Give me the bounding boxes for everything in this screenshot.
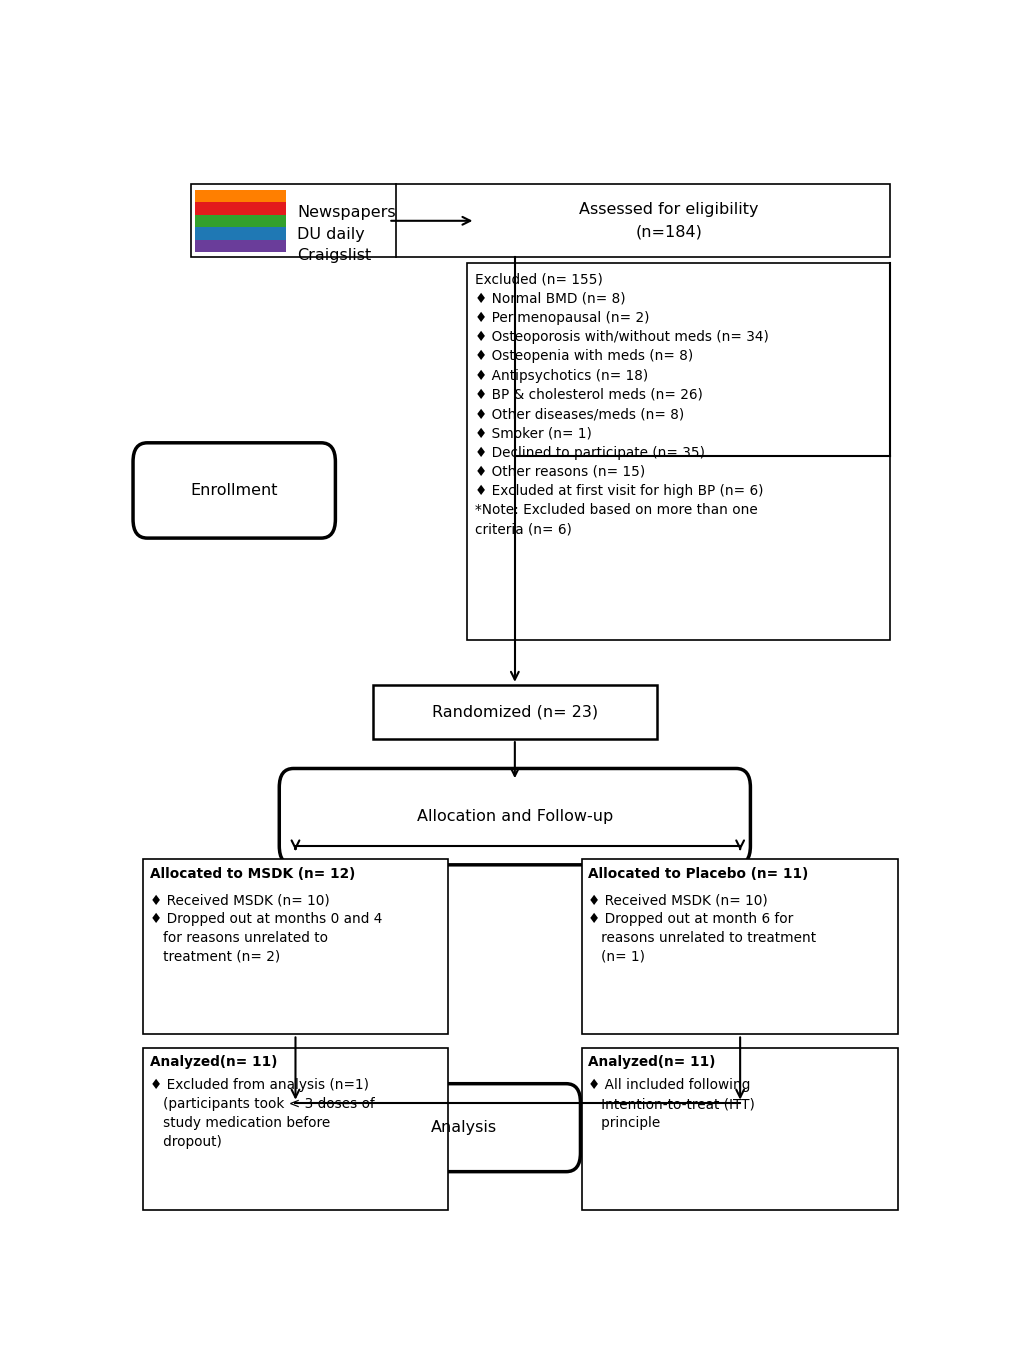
FancyBboxPatch shape [467,262,890,639]
FancyBboxPatch shape [582,1049,898,1210]
Text: Allocation and Follow-up: Allocation and Follow-up [417,809,612,824]
FancyBboxPatch shape [195,215,285,227]
FancyBboxPatch shape [279,768,750,865]
FancyBboxPatch shape [195,203,285,215]
FancyBboxPatch shape [372,684,656,740]
Text: Allocated to MSDK (n= 12): Allocated to MSDK (n= 12) [150,866,355,881]
FancyBboxPatch shape [582,858,898,1035]
Text: ♦ Excluded from analysis (n=1)
   (participants took < 3 doses of
   study medic: ♦ Excluded from analysis (n=1) (particip… [150,1078,374,1149]
Text: Analyzed(n= 11): Analyzed(n= 11) [588,1055,715,1069]
Text: Excluded (n= 155)
♦ Normal BMD (n= 8)
♦ Perimenopausal (n= 2)
♦ Osteoporosis wit: Excluded (n= 155) ♦ Normal BMD (n= 8) ♦ … [475,272,768,537]
Text: Analyzed(n= 11): Analyzed(n= 11) [150,1055,277,1069]
Text: Allocated to Placebo (n= 11): Allocated to Placebo (n= 11) [588,866,808,881]
FancyBboxPatch shape [195,239,285,252]
Text: ♦ All included following
   Intention-to-treat (ITT)
   principle: ♦ All included following Intention-to-tr… [588,1078,754,1130]
Text: Analysis: Analysis [430,1121,496,1136]
FancyBboxPatch shape [143,858,447,1035]
FancyBboxPatch shape [195,227,285,239]
Text: Assessed for eligibility
(n=184): Assessed for eligibility (n=184) [579,203,758,239]
Text: Enrollment: Enrollment [191,483,278,498]
Text: Newspapers
DU daily
Craigslist: Newspapers DU daily Craigslist [298,205,395,264]
FancyBboxPatch shape [143,1049,447,1210]
Text: Randomized (n= 23): Randomized (n= 23) [431,704,597,719]
FancyBboxPatch shape [191,184,890,257]
Text: ♦ Received MSDK (n= 10)
♦ Dropped out at months 0 and 4
   for reasons unrelated: ♦ Received MSDK (n= 10) ♦ Dropped out at… [150,894,382,964]
FancyBboxPatch shape [346,1084,580,1172]
Text: ♦ Received MSDK (n= 10)
♦ Dropped out at month 6 for
   reasons unrelated to tre: ♦ Received MSDK (n= 10) ♦ Dropped out at… [588,894,815,964]
FancyBboxPatch shape [132,443,335,539]
FancyBboxPatch shape [195,189,285,201]
